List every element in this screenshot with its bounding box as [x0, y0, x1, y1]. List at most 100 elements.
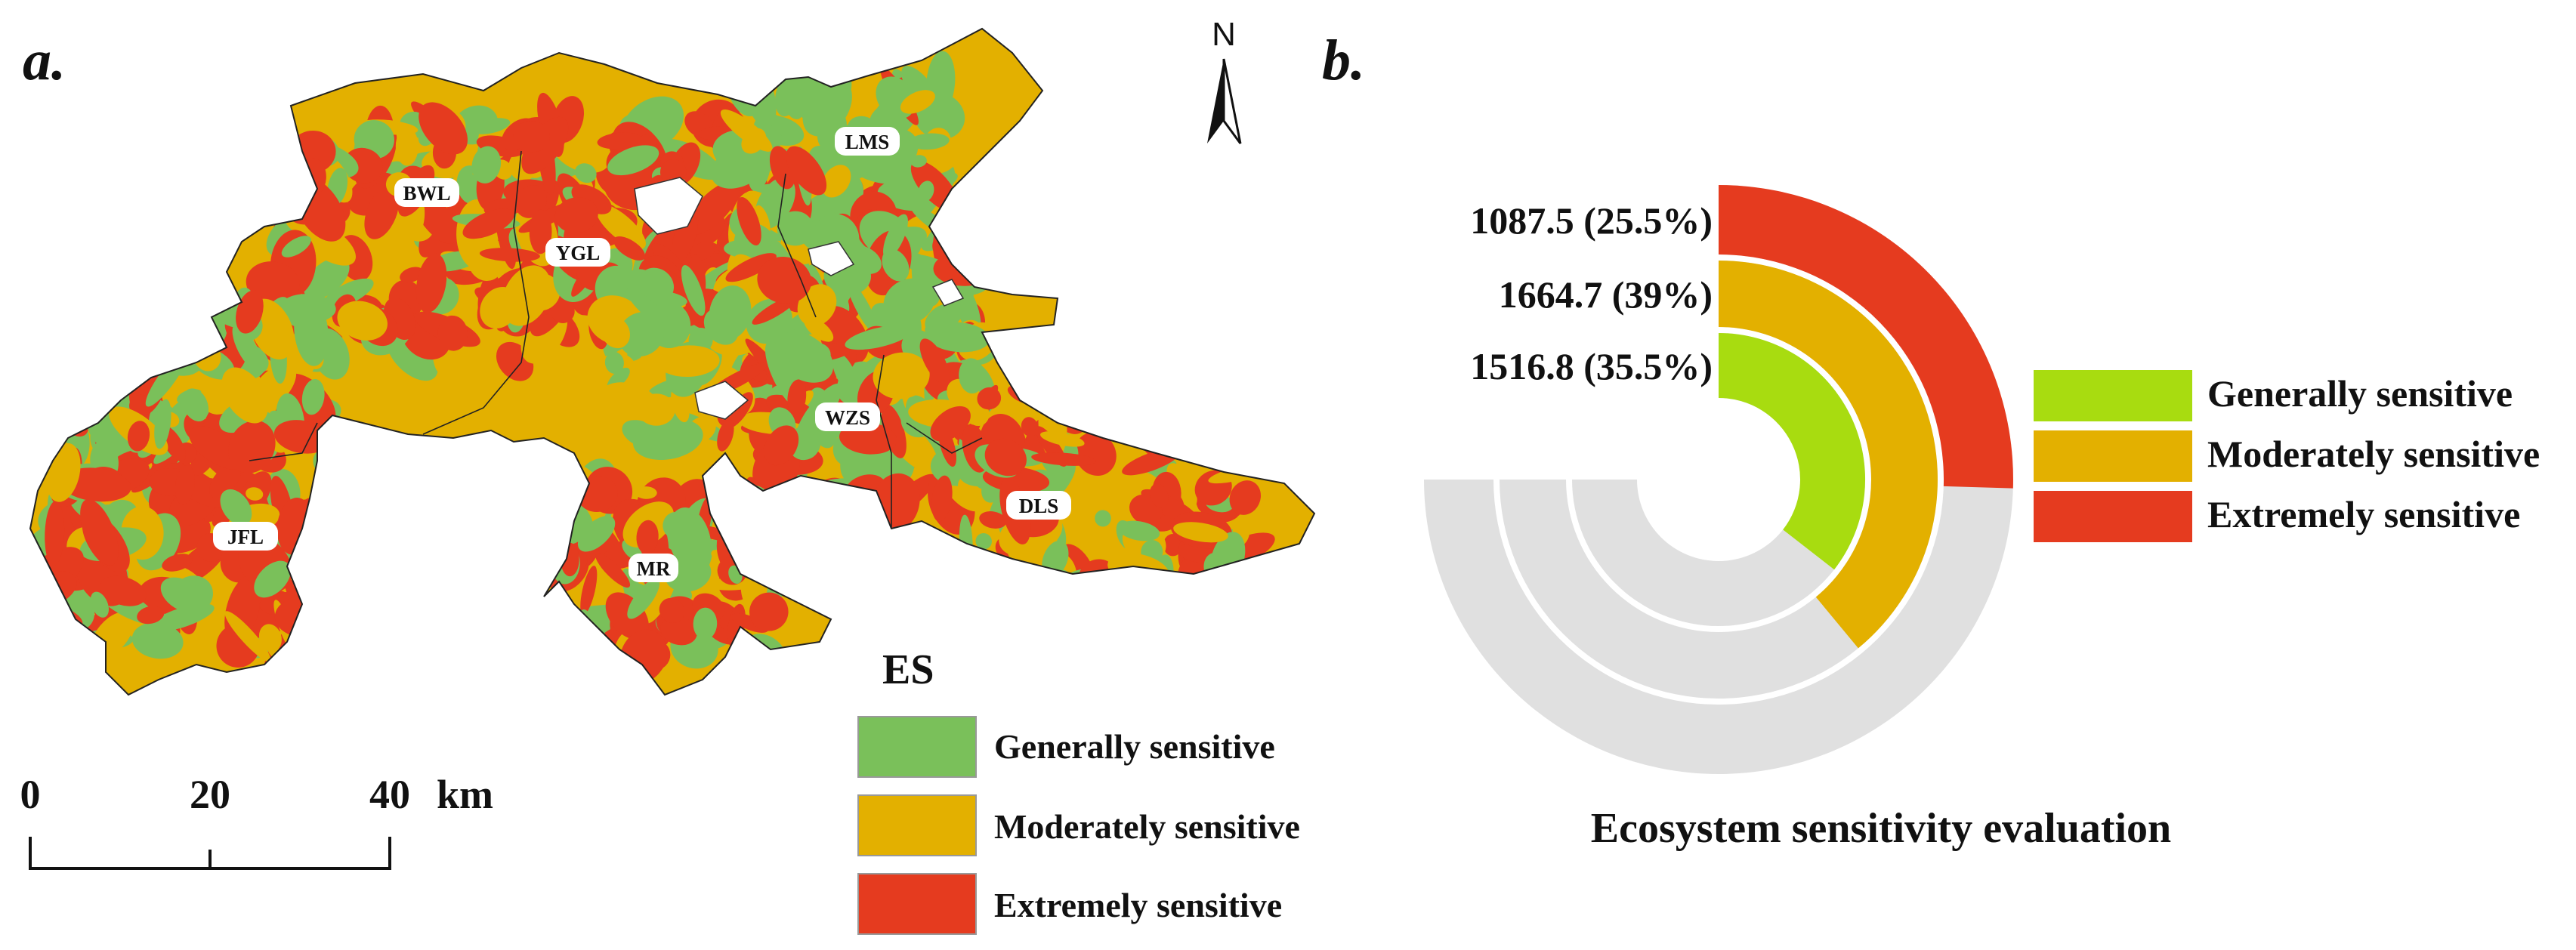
sensitivity-patch	[720, 109, 773, 152]
sensitivity-patch	[1182, 384, 1214, 408]
sensitivity-patch	[246, 487, 264, 501]
sensitivity-patch	[787, 379, 807, 415]
sensitivity-patch	[604, 351, 624, 374]
sensitivity-patch	[597, 132, 642, 150]
sensitivity-patch	[299, 581, 349, 612]
sensitivity-patch	[595, 204, 646, 249]
sensitivity-patch	[598, 382, 658, 421]
sensitivity-patch	[618, 312, 665, 357]
region-label-bwl: BWL	[403, 182, 450, 205]
sensitivity-patch	[1154, 372, 1204, 418]
sensitivity-patch	[933, 576, 972, 610]
sensitivity-patch	[561, 542, 579, 577]
sensitivity-patch	[917, 180, 934, 202]
sensitivity-patch	[561, 622, 586, 645]
region-labels: BWL YGL LMS WZS DLS JFL MR	[213, 127, 1071, 582]
sensitivity-patch	[553, 638, 581, 665]
sensitivity-patch	[312, 550, 341, 587]
sensitivity-patch	[1128, 596, 1175, 637]
sensitivity-patch	[30, 589, 60, 614]
sensitivity-patch	[717, 419, 734, 452]
sensitivity-patch	[529, 209, 552, 254]
sensitivity-patch	[786, 146, 827, 196]
sensitivity-patch	[1206, 594, 1262, 630]
panel-a-map: a. BWL YGL LMS WZS DLS JFL MR N 0 20 40 km	[20, 16, 1316, 935]
lake	[808, 241, 855, 276]
sensitivity-patch	[977, 577, 1008, 628]
sensitivity-patch	[571, 184, 612, 214]
sensitivity-patch	[162, 554, 193, 572]
sensitivity-patch	[236, 290, 264, 334]
sensitivity-patch	[313, 495, 352, 528]
scale-tick-20: 20	[190, 772, 230, 817]
sensitivity-patch	[544, 640, 584, 671]
map-legend-title: ES	[882, 646, 934, 693]
panel-a-letter: a.	[23, 29, 66, 92]
sensitivity-patch	[415, 253, 447, 313]
sensitivity-patch	[1184, 406, 1237, 456]
sensitivity-patch	[1190, 408, 1218, 451]
sensitivity-patch	[280, 294, 336, 323]
sensitivity-patch	[632, 418, 703, 461]
sensitivity-patch	[301, 378, 325, 415]
north-arrow-left-half	[1207, 59, 1224, 143]
sensitivity-patch	[513, 121, 550, 153]
sensitivity-patch	[1128, 572, 1151, 643]
region-label-bg	[1006, 491, 1071, 520]
sensitivity-patch	[994, 585, 1048, 630]
region-boundary	[777, 173, 817, 318]
chart-title: Ecosystem sensitivity evaluation	[1591, 805, 2171, 852]
sensitivity-patch	[709, 285, 752, 341]
chart-legend-label: Extremely sensitive	[2207, 493, 2520, 535]
sensitivity-patch	[258, 624, 282, 652]
value-label: 1087.5 (25.5%)	[1470, 199, 1713, 242]
region-label-bg	[629, 554, 678, 582]
sensitivity-patch	[908, 133, 950, 150]
sensitivity-patch	[651, 242, 684, 273]
legend-label-extremely: Extremely sensitive	[994, 886, 1282, 924]
sensitivity-patch	[776, 486, 825, 518]
sensitivity-patch	[1072, 381, 1098, 419]
region-boundary	[422, 150, 530, 435]
chart-legend-label: Moderately sensitive	[2207, 433, 2540, 475]
region-label-dls: DLS	[1019, 495, 1059, 517]
sensitivity-patch	[800, 491, 836, 522]
sensitivity-patch	[1124, 424, 1169, 443]
sensitivity-patch	[90, 591, 110, 618]
radial-bar-generally-sensitive	[1719, 332, 1866, 570]
chart-legend: Generally sensitive Moderately sensitive E…	[2034, 370, 2540, 542]
sensitivity-patch	[1173, 522, 1228, 543]
chart-legend-swatch	[2034, 370, 2192, 421]
scale-bar-line	[29, 837, 391, 870]
sensitivity-patch	[959, 358, 985, 394]
sensitivity-patch	[832, 352, 857, 393]
sensitivity-patch	[321, 557, 352, 605]
sensitivity-patch	[845, 325, 913, 350]
sensitivity-patch	[919, 338, 950, 384]
sensitivity-patch	[1151, 375, 1190, 427]
sensitivity-patch	[113, 324, 184, 370]
sensitivity-patch	[419, 102, 468, 155]
sensitivity-patch	[881, 404, 907, 458]
sensitivity-patch	[321, 578, 358, 634]
region-label-mr: MR	[637, 557, 671, 580]
sensitivity-patch	[883, 278, 935, 325]
sensitivity-patch	[626, 288, 675, 332]
sensitivity-patch	[1073, 390, 1105, 426]
sensitivity-patch	[551, 299, 575, 323]
sensitivity-patch	[209, 463, 241, 498]
sensitivity-patch	[1120, 374, 1140, 390]
sensitivity-patch	[144, 328, 177, 362]
lake	[931, 279, 965, 307]
sensitivity-patch	[774, 76, 799, 117]
sensitivity-patch	[134, 310, 163, 338]
radial-bar-chart: 1087.5 (25.5%) 1664.7 (39%) 1516.8 (35.5%)	[1424, 185, 2013, 774]
sensitivity-patch	[984, 438, 1027, 477]
sensitivity-patch	[175, 464, 195, 505]
sensitivity-patch	[1115, 407, 1154, 427]
sensitivity-patch	[1006, 586, 1034, 618]
sensitivity-patch	[182, 298, 216, 327]
sensitivity-patch	[1033, 571, 1061, 635]
sensitivity-patch	[910, 155, 927, 168]
sensitivity-patch	[364, 186, 400, 239]
